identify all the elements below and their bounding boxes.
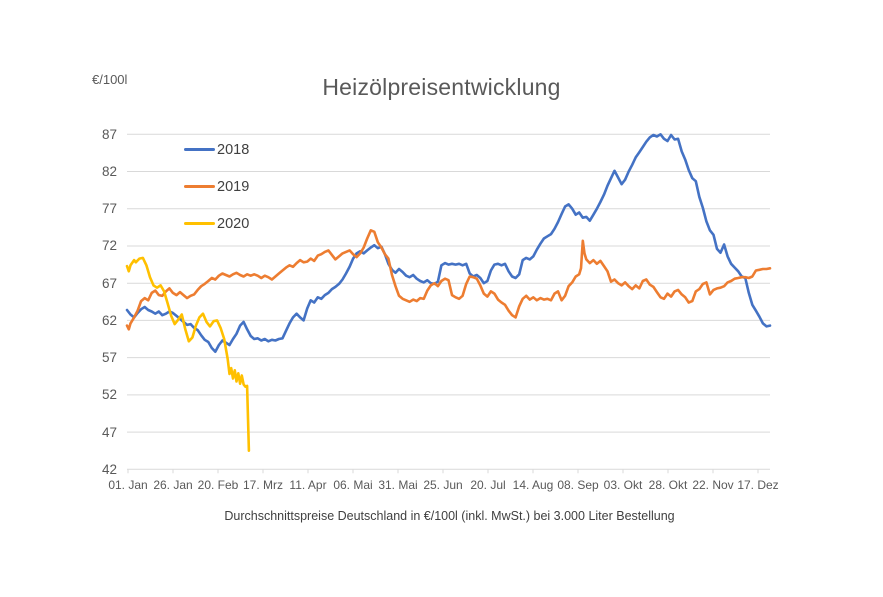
legend-label: 2020	[217, 215, 250, 232]
x-tick-label: 11. Apr	[289, 478, 327, 492]
y-tick-label: 67	[101, 275, 117, 291]
legend: 2018 2019 2020	[184, 142, 249, 253]
x-tick-label: 08. Sep	[557, 478, 599, 492]
x-tick-label: 28. Okt	[648, 478, 688, 492]
x-tick-label: 06. Mai	[333, 478, 373, 492]
y-tick-label: 52	[101, 387, 117, 403]
footer-caption: Durchschnittspreise Deutschland in €/100…	[224, 509, 675, 523]
legend-swatch	[184, 147, 215, 152]
chart-title: Heizölpreisentwicklung	[322, 74, 561, 100]
y-tick-label: 77	[101, 201, 117, 217]
series-line-2020	[125, 256, 251, 453]
y-tick-label: 57	[101, 350, 117, 366]
legend-label: 2019	[217, 178, 250, 195]
y-tick-label: 82	[101, 164, 117, 180]
series-line-2018	[125, 133, 772, 354]
y-tick-label: 72	[101, 238, 117, 254]
x-tick-label: 17. Mrz	[242, 478, 283, 492]
y-tick-label: 62	[101, 312, 117, 328]
y-tick-label: 87	[101, 126, 117, 142]
x-tick-label: 03. Okt	[603, 478, 643, 492]
legend-item-2019: 2019	[184, 178, 250, 195]
x-tick-label: 31. Mai	[378, 478, 418, 492]
y-tick-label: 47	[101, 424, 117, 440]
x-tick-label: 22. Nov	[692, 478, 734, 492]
x-tick-label: 01. Jan	[108, 478, 148, 492]
legend-item-2020: 2020	[184, 215, 250, 232]
legend-swatch	[184, 184, 215, 189]
x-tick-label: 17. Dez	[737, 478, 779, 492]
legend-swatch	[184, 221, 215, 226]
series-line-2019	[125, 229, 772, 331]
legend-item-2018: 2018	[184, 141, 250, 158]
x-tick-label: 20. Feb	[197, 478, 239, 492]
legend-label: 2018	[217, 141, 250, 158]
x-tick-label: 20. Jul	[470, 478, 506, 492]
y-axis-unit-label: €/100l	[92, 72, 128, 87]
x-tick-label: 26. Jan	[153, 478, 193, 492]
x-tick-label: 14. Aug	[512, 478, 554, 492]
x-tick-label: 25. Jun	[423, 478, 463, 492]
y-tick-label: 42	[101, 461, 117, 477]
